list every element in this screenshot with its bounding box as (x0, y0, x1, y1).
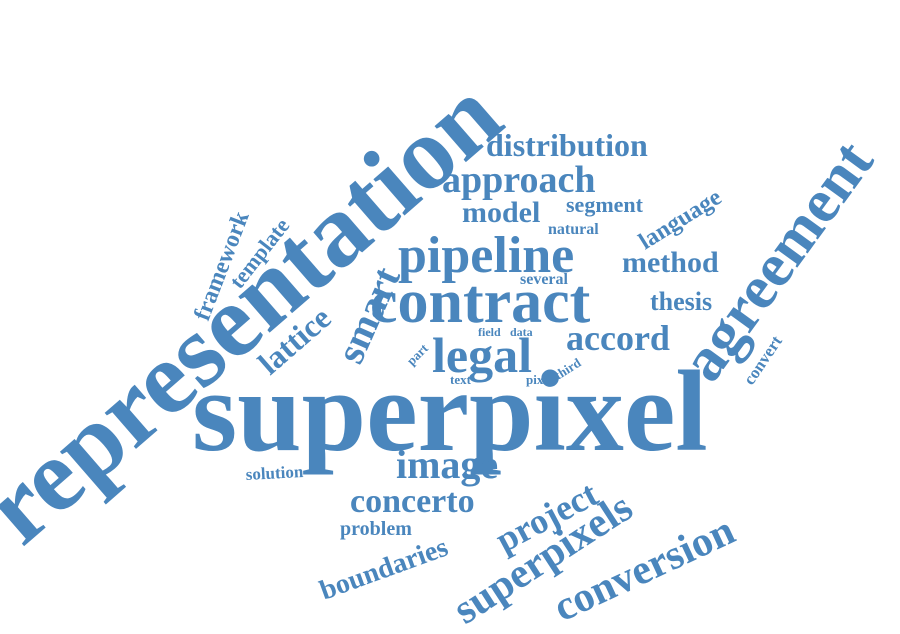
word-problem: problem (340, 518, 412, 540)
word-superpixel: superpixel (192, 348, 708, 476)
word-concerto: concerto (350, 483, 475, 520)
word-natural: natural (548, 221, 599, 238)
word-boundaries: boundaries (316, 532, 452, 607)
word-field: field (478, 325, 501, 339)
word-segment: segment (566, 192, 644, 217)
word-distribution: distribution (486, 127, 648, 163)
word-image: image (396, 442, 498, 487)
word-accord: accord (566, 318, 670, 358)
word-pipeline: pipeline (398, 227, 574, 284)
word-several: several (520, 271, 569, 288)
word-contract: contract (370, 268, 591, 336)
word-approach: approach (442, 159, 595, 201)
word-pixel: pixel (526, 372, 553, 387)
word-legal: legal (432, 327, 532, 383)
word-solution: solution (245, 462, 304, 484)
word-model: model (462, 196, 540, 229)
word-data: data (510, 325, 533, 339)
word-method: method (622, 246, 719, 279)
word-text: text (450, 372, 472, 387)
word-thesis: thesis (650, 287, 712, 316)
word-language: language (634, 184, 726, 255)
